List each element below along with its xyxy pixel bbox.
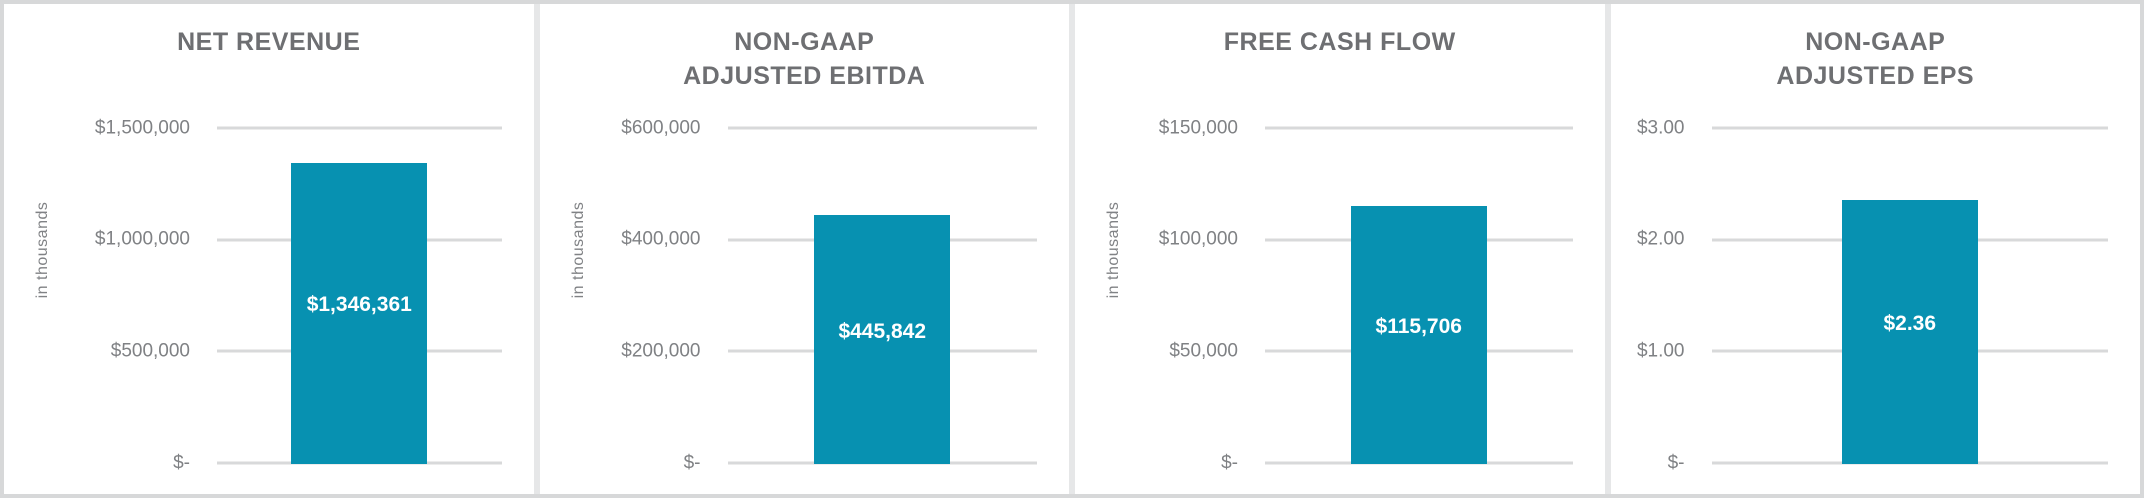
chart-panel: NET REVENUE in thousands $1,500,000 $1,00… <box>4 4 534 494</box>
y-axis-unit-label: in thousands <box>34 201 51 299</box>
chart-title: NET REVENUE <box>4 25 534 59</box>
y-axis-tick-label: $- <box>1667 452 1685 473</box>
chart-title: NON-GAAP ADJUSTED EBITDA <box>540 25 1070 93</box>
chart-panel: NON-GAAP ADJUSTED EBITDA in thousands $60… <box>539 4 1070 494</box>
data-label: $445,842 <box>838 320 927 344</box>
y-axis-tick-label: $200,000 <box>621 340 701 362</box>
chart-title-line: ADJUSTED EPS <box>1776 62 1975 90</box>
data-label: $2.36 <box>1883 312 1937 336</box>
data-label: $1,346,361 <box>306 292 412 316</box>
y-axis-tick-label: $500,000 <box>110 340 190 362</box>
data-bar: $1,346,361 <box>291 163 428 464</box>
gridline: $600,000 <box>621 117 1037 138</box>
data-bar: $2.36 <box>1841 200 1978 464</box>
gridline: $3.00 <box>1637 117 2108 138</box>
y-axis-tick-label: $600,000 <box>621 117 701 138</box>
gridline: $1,500,000 <box>95 117 502 138</box>
y-axis-tick-label: $- <box>683 452 701 473</box>
chart-panel: FREE CASH FLOW in thousands $150,000 $100… <box>1075 4 1605 494</box>
chart-title-line: NET REVENUE <box>177 28 361 56</box>
chart-title: FREE CASH FLOW <box>1075 25 1605 59</box>
data-bar: $445,842 <box>814 215 951 464</box>
plot-area: $600,000 $400,000 $200,000 $- $445,842 <box>621 117 1037 473</box>
plot-area: $1,500,000 $1,000,000 $500,000 $- $1,346,361 <box>95 117 502 473</box>
y-axis-tick-label: $2.00 <box>1636 228 1685 250</box>
y-axis-tick-label: $1,500,000 <box>94 117 190 138</box>
data-bar: $115,706 <box>1350 205 1487 464</box>
plot-area: $3.00 $2.00 $1.00 $- $2.36 <box>1637 117 2108 473</box>
data-label: $115,706 <box>1375 315 1462 339</box>
y-axis-tick-label: $1,000,000 <box>94 228 190 250</box>
y-axis-unit-label: in thousands <box>1105 201 1122 299</box>
y-axis-unit-label: in thousands <box>569 201 587 299</box>
gridline: $150,000 <box>1159 117 1573 138</box>
y-axis-tick-label: $- <box>173 452 190 473</box>
y-axis-tick-label: $50,000 <box>1169 340 1238 362</box>
y-axis-tick-label: $3.00 <box>1636 117 1685 138</box>
chart-title: NON-GAAP ADJUSTED EPS <box>1611 25 2141 93</box>
chart-title-line: ADJUSTED EBITDA <box>683 62 926 90</box>
plot-area: $150,000 $100,000 $50,000 $- $115,706 <box>1159 117 1573 473</box>
y-axis-tick-label: $400,000 <box>621 228 701 250</box>
chart-title-line: NON-GAAP <box>1805 28 1946 56</box>
y-axis-tick-label: $- <box>1221 452 1238 473</box>
y-axis-tick-label: $150,000 <box>1158 117 1238 138</box>
y-axis-tick-label: $100,000 <box>1158 228 1238 250</box>
chart-panel: NON-GAAP ADJUSTED EPS $3.00 $2.00 $1.00 $- $2… <box>1610 4 2141 494</box>
chart-title-line: NON-GAAP <box>734 28 875 56</box>
y-axis-tick-label: $1.00 <box>1636 340 1685 362</box>
chart-title-line: FREE CASH FLOW <box>1223 28 1456 56</box>
